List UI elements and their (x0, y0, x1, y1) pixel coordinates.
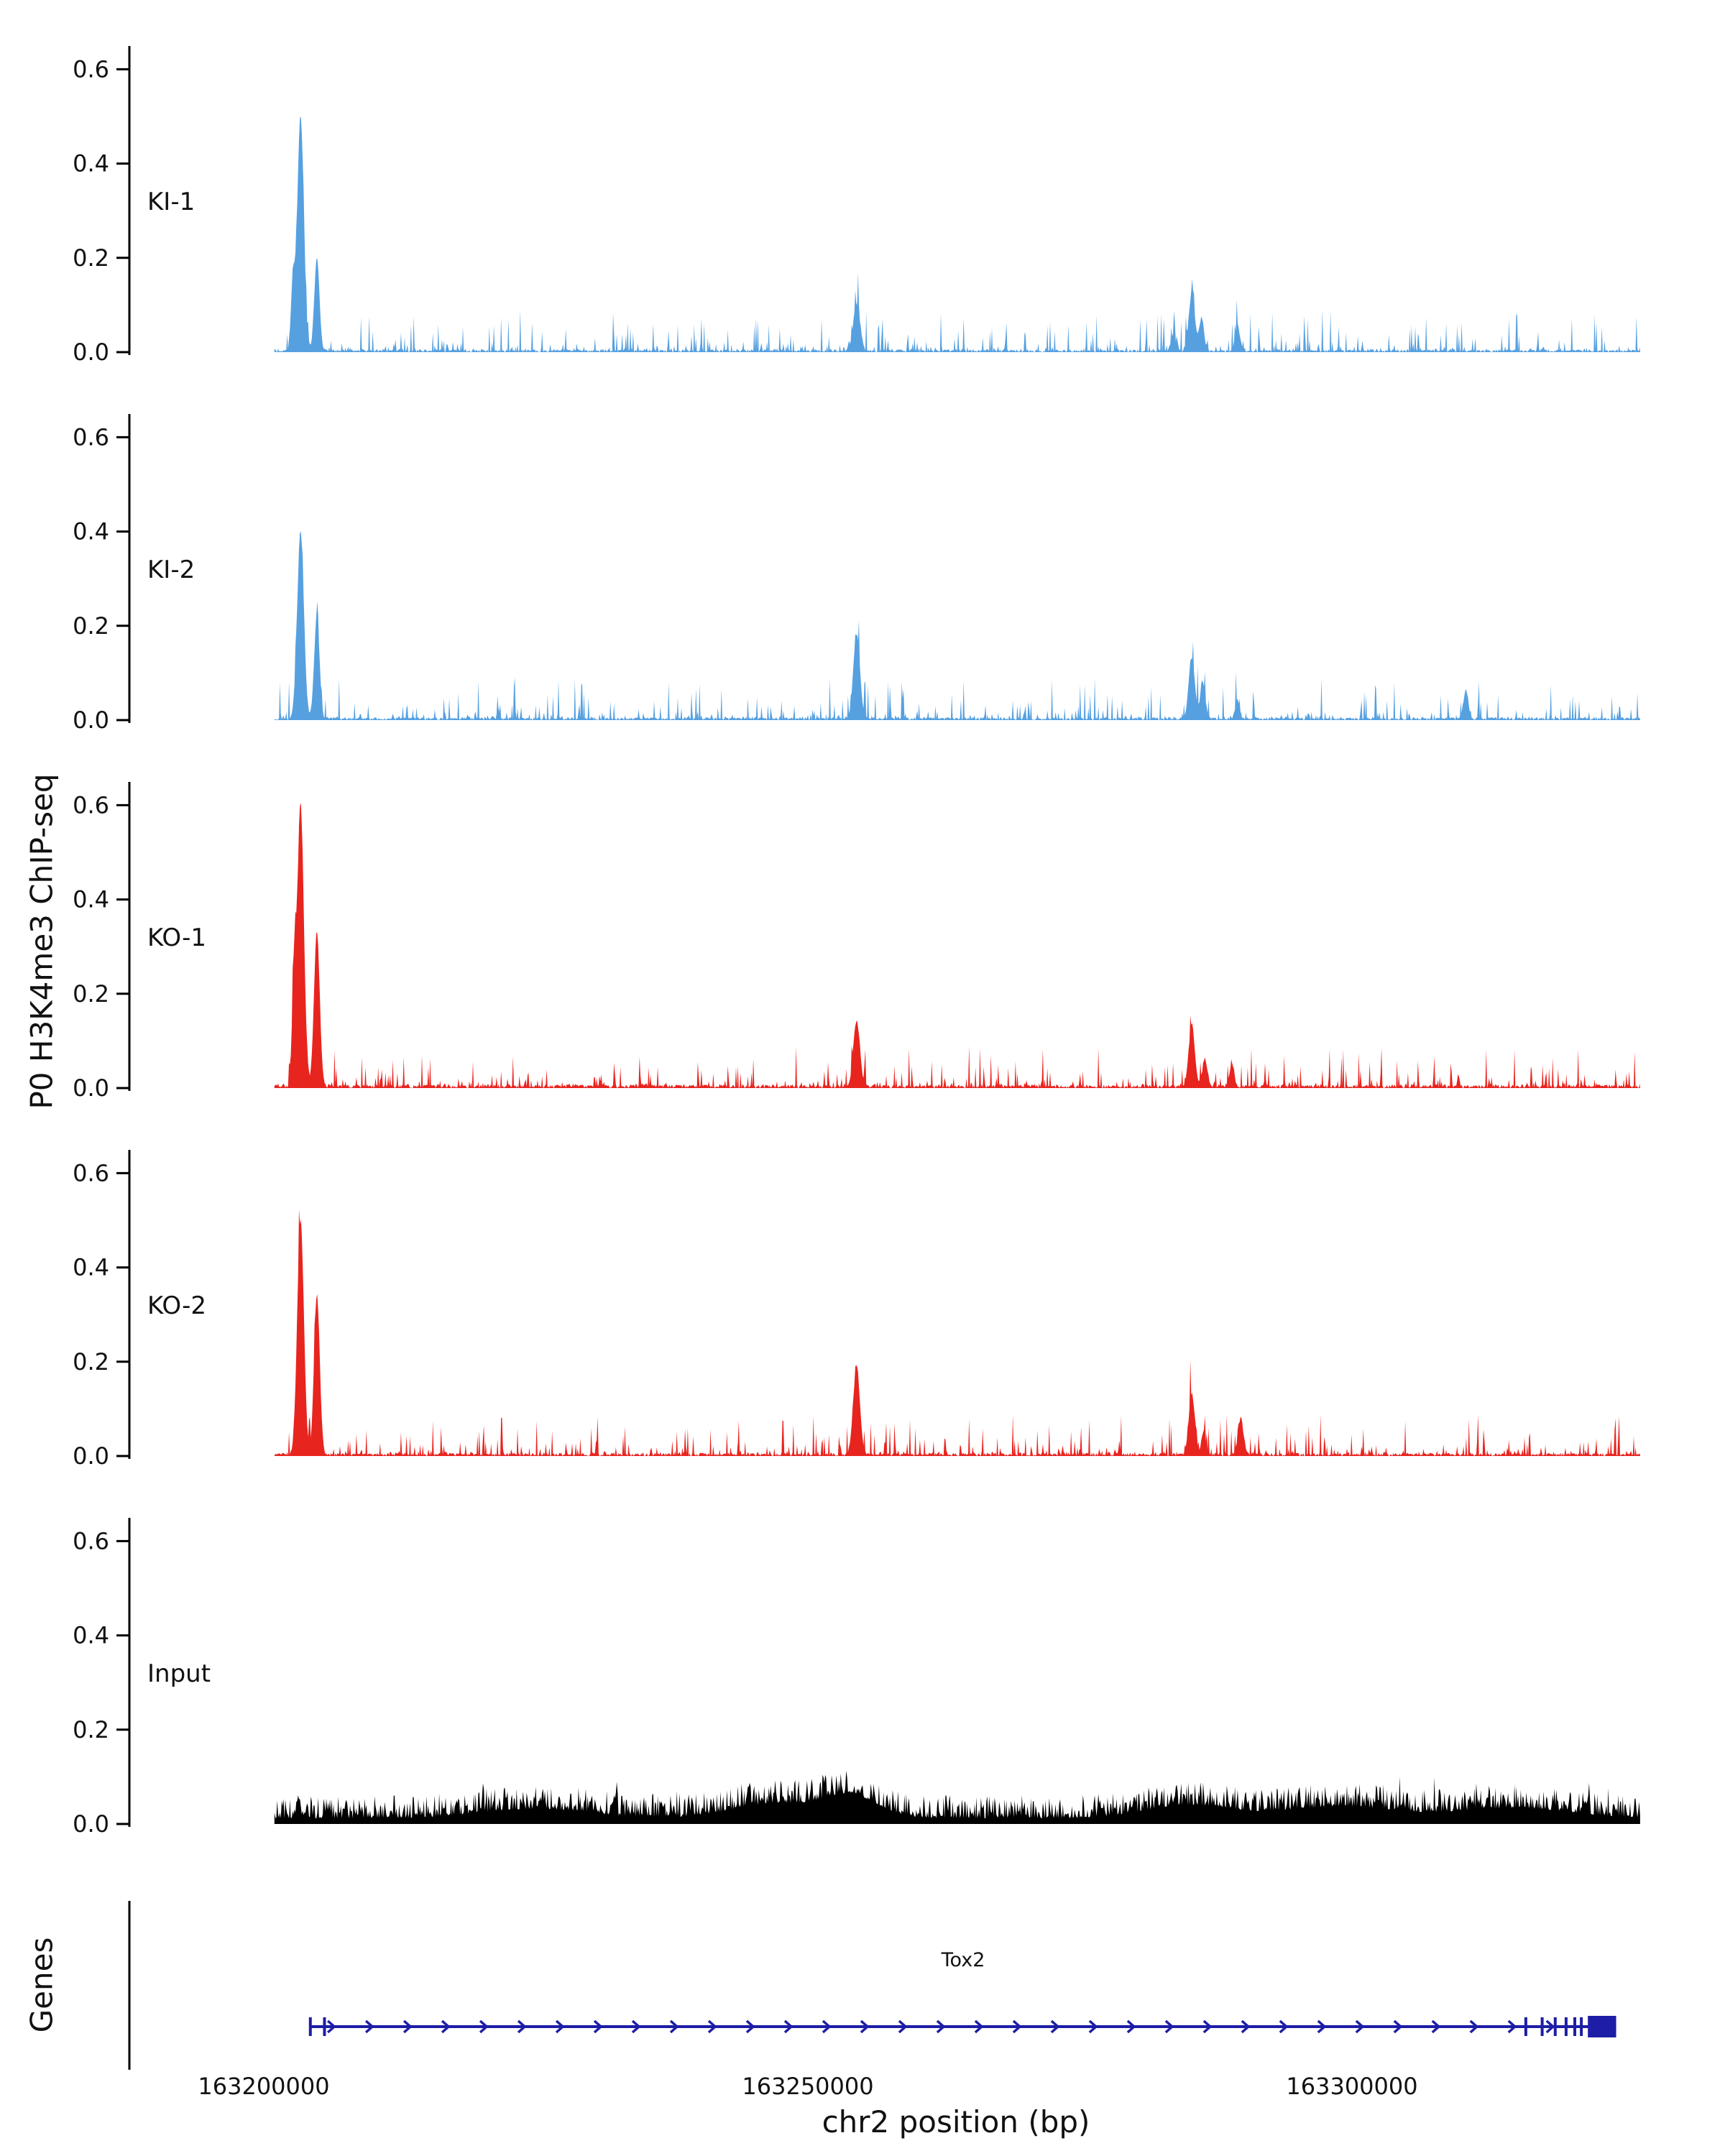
gene-strand-arrow-icon (898, 2019, 908, 2034)
y-tick-label: 0.6 (73, 1159, 109, 1187)
gene-strand-arrow-icon (1164, 2019, 1174, 2034)
gene-strand-arrow-icon (402, 2019, 413, 2034)
gene-strand-arrow-icon (974, 2019, 984, 2034)
signal-area (274, 116, 1640, 352)
gene-strand-arrow-icon (1469, 2019, 1479, 2034)
track-panel-ko-1: 0.0 0.2 0.4 0.6 KO-1 (73, 782, 1640, 1102)
gene-strand-arrow-icon (1202, 2019, 1213, 2034)
gene-strand-arrow-icon (1126, 2019, 1136, 2034)
y-tick-label: 0.6 (73, 791, 109, 819)
y-tick-label: 0.2 (73, 1348, 109, 1376)
gene-name-label: Tox2 (941, 1949, 985, 1971)
y-tick-label: 0.2 (73, 612, 109, 640)
gene-strand-arrow-icon (860, 2019, 870, 2034)
track-label: Input (147, 1659, 211, 1688)
signal-area (274, 531, 1640, 720)
gene-strand-arrow-icon (1431, 2019, 1441, 2034)
gene-strand-arrow-icon (669, 2019, 679, 2034)
track-panel-ki-2: 0.0 0.2 0.4 0.6 KI-2 (73, 414, 1640, 734)
y-tick-label: 0.0 (73, 1074, 109, 1102)
y-tick-label: 0.6 (73, 423, 109, 451)
gene-strand-arrow-icon (936, 2019, 946, 2034)
y-tick-label: 0.6 (73, 1527, 109, 1554)
gene-strand-arrow-icon (1355, 2019, 1365, 2034)
y-tick-label: 0.4 (73, 1622, 109, 1649)
x-axis-title: chr2 position (bp) (822, 2104, 1090, 2139)
gene-model (128, 1901, 1616, 2070)
gene-strand-arrow-icon (479, 2019, 489, 2034)
y-tick-label: 0.4 (73, 150, 109, 178)
gene-strand-arrow-icon (1012, 2019, 1022, 2034)
y-tick-label: 0.0 (73, 1810, 109, 1838)
y-tick-label: 0.2 (73, 244, 109, 272)
track-panel-ki-1: 0.0 0.2 0.4 0.6 KI-1 (73, 46, 1640, 366)
track-label: KI-1 (147, 188, 195, 216)
gene-strand-arrow-icon (1050, 2019, 1060, 2034)
signal-area (274, 803, 1640, 1088)
y-tick-label: 0.0 (73, 706, 109, 734)
track-label: KI-2 (147, 556, 195, 584)
x-tick-label: 163200000 (198, 2073, 330, 2100)
gene-strand-arrow-icon (1393, 2019, 1403, 2034)
gene-strand-arrow-icon (745, 2019, 755, 2034)
gene-strand-arrow-icon (555, 2019, 565, 2034)
y-tick-label: 0.2 (73, 980, 109, 1008)
y-tick-label: 0.4 (73, 518, 109, 545)
gene-strand-arrow-icon (1507, 2019, 1517, 2034)
x-tick-label: 163300000 (1286, 2073, 1418, 2100)
gene-strand-arrow-icon (1317, 2019, 1327, 2034)
y-tick-label: 0.4 (73, 886, 109, 913)
gene-strand-arrow-icon (441, 2019, 451, 2034)
signal-area (274, 1770, 1640, 1824)
track-label: KO-2 (147, 1291, 206, 1320)
track-panel-ko-2: 0.0 0.2 0.4 0.6 KO-2 (73, 1150, 1640, 1470)
y-tick-label: 0.0 (73, 1442, 109, 1470)
signal-area (274, 1210, 1640, 1456)
y-tick-label: 0.4 (73, 1254, 109, 1281)
gene-strand-arrow-icon (593, 2019, 603, 2034)
gene-strand-arrow-icon (631, 2019, 641, 2034)
gene-strand-arrow-icon (783, 2019, 794, 2034)
gene-strand-arrow-icon (326, 2019, 336, 2034)
gene-strand-arrow-icon (364, 2019, 374, 2034)
gene-strand-arrow-icon (1241, 2019, 1251, 2034)
gene-strand-arrow-icon (707, 2019, 717, 2034)
gene-strand-arrow-icon (1088, 2019, 1098, 2034)
y-tick-label: 0.6 (73, 55, 109, 83)
gene-terminal-exon (1588, 2016, 1616, 2037)
gene-strand-arrow-icon (517, 2019, 527, 2034)
track-label: KO-1 (147, 923, 206, 952)
gene-strand-arrow-icon (1279, 2019, 1289, 2034)
track-panel-input: 0.0 0.2 0.4 0.6 Input (73, 1518, 1640, 1838)
y-tick-label: 0.0 (73, 338, 109, 366)
gene-strand-arrow-icon (822, 2019, 832, 2034)
y-tick-label: 0.2 (73, 1716, 109, 1743)
x-tick-label: 163250000 (742, 2073, 874, 2100)
gene-strand-arrow-icon (1545, 2019, 1555, 2034)
